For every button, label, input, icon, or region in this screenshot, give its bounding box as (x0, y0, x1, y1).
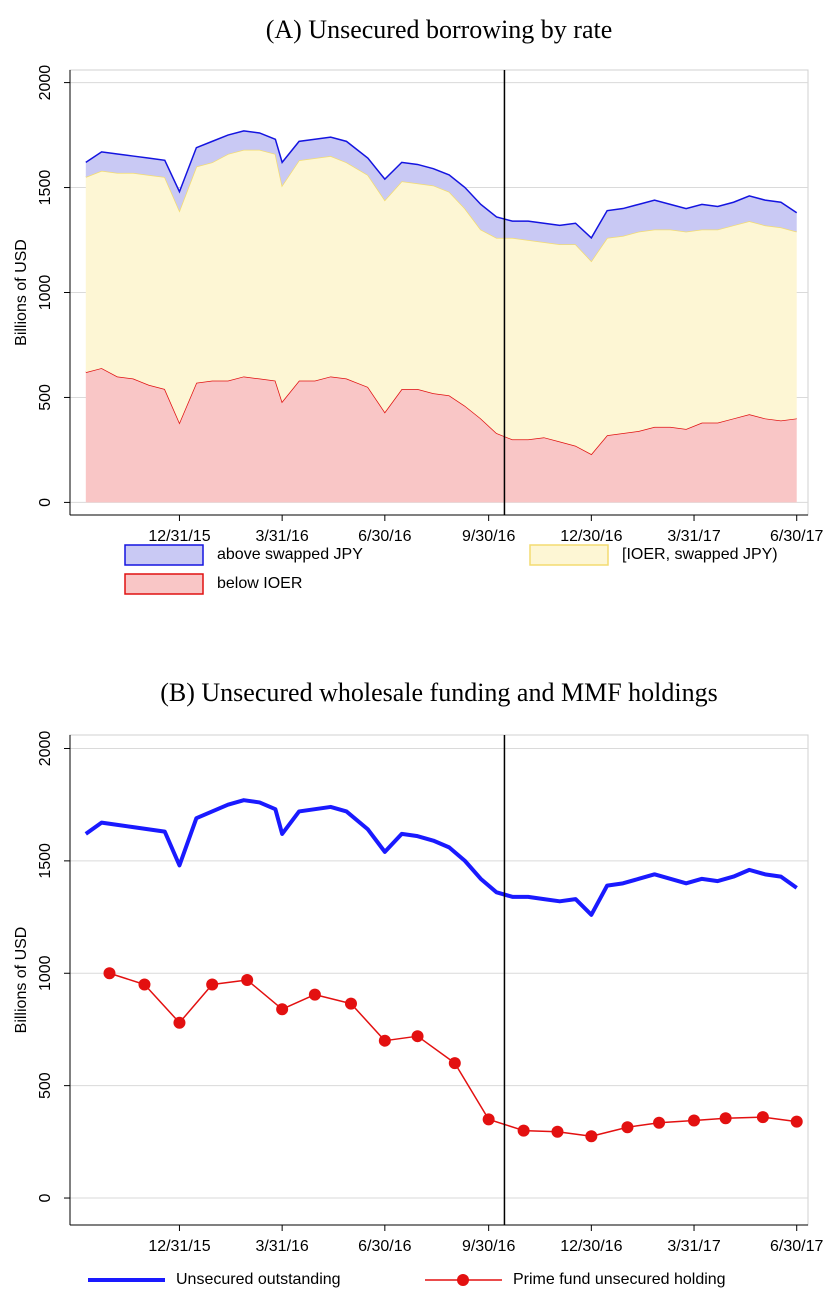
x-tick-label: 12/31/15 (148, 1238, 210, 1255)
area-edge (85, 130, 798, 240)
y-tick-label: 0 (37, 1193, 54, 1202)
x-tick-label: 12/30/16 (560, 1238, 622, 1255)
y-tick-label: 1000 (37, 275, 54, 311)
x-tick-label: 3/31/16 (255, 1238, 308, 1255)
marker (551, 1125, 564, 1138)
marker (138, 978, 151, 991)
marker (173, 1016, 186, 1029)
x-tick-label: 12/30/16 (560, 528, 622, 545)
chart-title: (A) Unsecured borrowing by rate (266, 15, 613, 44)
y-tick-label: 1500 (37, 843, 54, 879)
x-tick-label: 3/31/16 (255, 528, 308, 545)
marker (206, 978, 219, 991)
y-tick-label: 0 (37, 498, 54, 507)
x-tick-label: 6/30/16 (358, 1238, 411, 1255)
marker (378, 1034, 391, 1047)
x-tick-label: 6/30/16 (358, 528, 411, 545)
legend-label: [IOER, swapped JPY) (622, 546, 778, 563)
area (85, 130, 797, 262)
marker (621, 1121, 634, 1134)
x-tick-label: 9/30/16 (462, 528, 515, 545)
x-tick-label: 3/31/17 (667, 528, 720, 545)
y-tick-label: 500 (37, 384, 54, 411)
legend-swatch (124, 573, 204, 595)
legend-label: Unsecured outstanding (176, 1271, 341, 1288)
marker (756, 1111, 769, 1124)
line (84, 798, 798, 917)
area (85, 368, 797, 503)
area (85, 149, 797, 455)
x-tick-label: 6/30/17 (770, 528, 823, 545)
marker (719, 1112, 732, 1125)
y-axis-label: Billions of USD (13, 239, 30, 346)
legend-swatch (529, 544, 609, 566)
x-tick-label: 12/31/15 (148, 528, 210, 545)
marker (585, 1130, 598, 1143)
chart-title: (B) Unsecured wholesale funding and MMF … (160, 678, 717, 707)
legend-label: Prime fund unsecured holding (513, 1271, 726, 1288)
y-axis-label: Billions of USD (13, 927, 30, 1034)
y-tick-label: 1500 (37, 170, 54, 206)
marker (517, 1124, 530, 1137)
y-tick-label: 1000 (37, 955, 54, 991)
x-tick-label: 3/31/17 (667, 1238, 720, 1255)
legend-label: above swapped JPY (217, 546, 363, 563)
y-tick-label: 2000 (37, 731, 54, 767)
line (109, 972, 797, 1137)
marker (688, 1114, 701, 1127)
legend-label: below IOER (217, 575, 302, 592)
marker (276, 1003, 289, 1016)
marker (790, 1115, 803, 1128)
plot-frame (69, 734, 809, 1226)
y-tick-label: 2000 (37, 65, 54, 101)
legend-swatch (124, 544, 204, 566)
marker (653, 1116, 666, 1129)
marker (103, 967, 116, 980)
x-tick-label: 9/30/16 (462, 1238, 515, 1255)
marker (482, 1113, 495, 1126)
legend-marker (457, 1274, 469, 1286)
marker (241, 974, 254, 986)
y-tick-label: 500 (37, 1072, 54, 1099)
marker (411, 1030, 424, 1043)
marker (344, 997, 357, 1010)
marker (448, 1057, 461, 1070)
x-tick-label: 6/30/17 (770, 1238, 823, 1255)
marker (308, 988, 321, 1001)
